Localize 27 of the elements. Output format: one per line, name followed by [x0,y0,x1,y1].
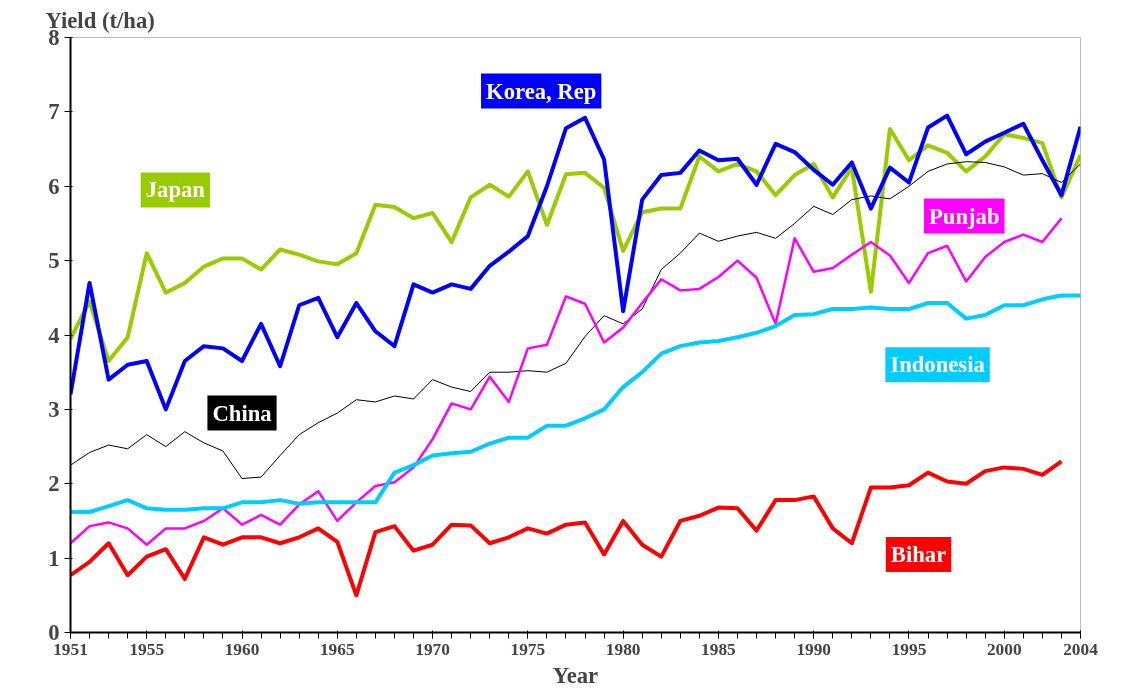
x-tick-label: 1995 [891,639,927,659]
x-tick-label: 1965 [319,639,355,659]
x-tick-label: 1980 [605,639,641,659]
series-label: Korea, Rep [486,78,597,104]
x-tick-label: 2000 [986,639,1022,659]
x-tick-label: 1985 [701,639,737,659]
x-tick-label: 2004 [1063,639,1099,659]
x-tick-label: 1970 [415,639,450,659]
y-tick-label: 4 [48,322,60,348]
y-tick-label: 3 [48,396,60,422]
series-label: Punjab [929,203,1000,229]
y-tick-label: 2 [48,471,60,497]
line-series [70,459,1064,598]
line-series [70,293,1081,515]
series-label: Indonesia [890,352,985,378]
x-tick-label: 1955 [129,639,165,659]
y-tick-label: 7 [48,99,60,125]
series-label: China [212,400,272,426]
x-tick-label: 1990 [796,639,832,659]
x-axis-title: Year [552,662,599,688]
y-tick-label: 5 [48,248,60,274]
text: Japan [145,177,206,203]
series-label: Bihar [890,541,947,567]
x-tick-label: 1975 [510,639,546,659]
y-tick-label: 1 [48,545,60,571]
x-tick-label: 1960 [224,639,260,659]
y-tick-label: 6 [48,173,60,199]
